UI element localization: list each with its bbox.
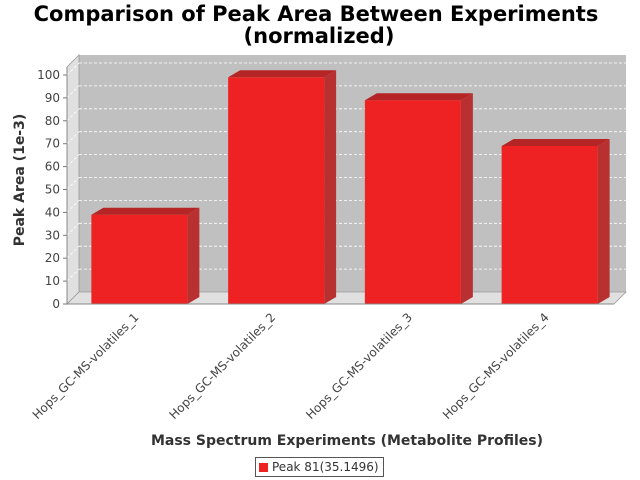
bar-top (501, 138, 610, 146)
bar-side (187, 207, 200, 304)
y-tick-label: 80 (45, 114, 60, 128)
legend: Peak 81(35.1496) (255, 457, 384, 477)
gridline-wall (66, 131, 80, 144)
y-axis: 0 10 20 30 40 50 60 70 80 90 100 (37, 67, 68, 311)
y-tick-label: 20 (45, 251, 60, 265)
legend-swatch (259, 462, 268, 472)
bar (91, 207, 200, 304)
gridline-wall (66, 223, 80, 236)
plot-left-wall (66, 54, 80, 305)
x-tick-label: Hops_GC-MS-volatiles_4 (440, 310, 552, 422)
gridline-wall (66, 177, 80, 190)
gridline-wall (66, 268, 80, 282)
gridline-wall (66, 200, 80, 213)
y-tick-label: 0 (52, 297, 60, 311)
y-tick-label: 40 (45, 205, 60, 219)
gridline-wall (66, 108, 80, 122)
bar-top (91, 207, 200, 215)
legend-label: Peak 81(35.1496) (272, 460, 379, 474)
x-axis: Hops_GC-MS-volatiles_1 Hops_GC-MS-volatil… (30, 303, 614, 422)
bar (228, 70, 337, 304)
bar-top (364, 93, 473, 101)
chart-title-line-2: (normalized) (244, 24, 395, 48)
bar-front (364, 100, 461, 304)
bars (91, 70, 610, 304)
y-tick-label: 30 (45, 228, 60, 242)
bar-side (597, 138, 610, 304)
gridline-wall (66, 154, 80, 167)
y-tick-label: 60 (45, 160, 60, 174)
y-tick-label: 90 (45, 91, 60, 105)
x-tick-label: Hops_GC-MS-volatiles_3 (303, 310, 415, 422)
y-axis-label: Peak Area (1e-3) (12, 114, 28, 247)
x-axis-label: Mass Spectrum Experiments (Metabolite Pr… (151, 433, 543, 449)
y-tick-label: 10 (45, 274, 60, 288)
bar-top (228, 70, 337, 78)
gridline-wall (66, 62, 80, 76)
y-tick-label: 100 (37, 68, 60, 82)
bar-side (324, 70, 337, 304)
x-tick-label: Hops_GC-MS-volatiles_2 (167, 310, 279, 422)
bar-front (228, 77, 325, 304)
y-tick-label: 50 (45, 183, 60, 197)
y-tick-label: 70 (45, 137, 60, 151)
bar (364, 93, 473, 304)
bar-front (501, 145, 598, 304)
bar-side (460, 93, 473, 304)
bar (501, 138, 610, 304)
x-tick-label: Hops_GC-MS-volatiles_1 (30, 310, 142, 422)
chart-title-line-1: Comparison of Peak Area Between Experime… (34, 2, 599, 26)
bar-front (91, 214, 188, 304)
gridline-wall (66, 85, 80, 99)
gridline-wall (66, 245, 80, 259)
